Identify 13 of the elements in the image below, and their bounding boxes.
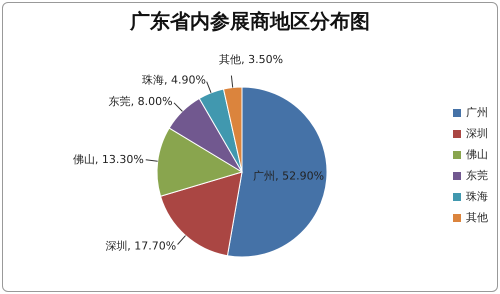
- data-label: 深圳, 17.70%: [105, 239, 176, 252]
- data-label: 广州, 52.90%: [253, 170, 324, 183]
- legend-label: 东莞: [466, 168, 488, 184]
- data-label: 东莞, 8.00%: [108, 94, 173, 108]
- data-label: 其他, 3.50%: [219, 53, 284, 66]
- data-label: 珠海, 4.90%: [142, 73, 206, 86]
- legend-label: 其他: [466, 210, 488, 226]
- chart-title: 广东省内参展商地区分布图: [128, 8, 371, 35]
- legend-label: 深圳: [466, 126, 488, 142]
- legend-label: 佛山: [466, 147, 488, 163]
- data-label: 佛山, 13.30%: [72, 152, 144, 166]
- legend-label: 广州: [466, 105, 488, 121]
- legend-label: 珠海: [466, 189, 488, 205]
